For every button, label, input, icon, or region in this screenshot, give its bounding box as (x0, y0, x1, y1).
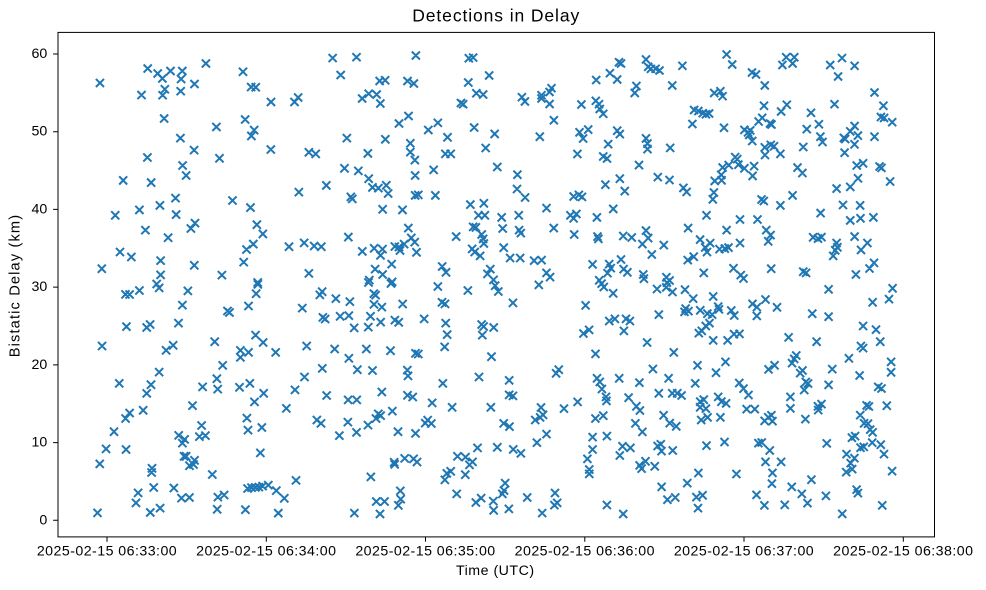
svg-text:30: 30 (32, 279, 48, 295)
svg-text:60: 60 (32, 46, 48, 62)
svg-text:2025-02-15 06:33:00: 2025-02-15 06:33:00 (37, 543, 177, 559)
svg-text:2025-02-15 06:38:00: 2025-02-15 06:38:00 (833, 543, 973, 559)
svg-text:2025-02-15 06:37:00: 2025-02-15 06:37:00 (674, 543, 814, 559)
svg-text:20: 20 (32, 357, 48, 373)
svg-text:Bistatic Delay (km): Bistatic Delay (km) (8, 214, 24, 357)
svg-text:2025-02-15 06:35:00: 2025-02-15 06:35:00 (355, 543, 495, 559)
svg-text:2025-02-15 06:36:00: 2025-02-15 06:36:00 (515, 543, 655, 559)
svg-text:Detections in Delay: Detections in Delay (412, 5, 580, 25)
svg-text:0: 0 (39, 512, 47, 528)
svg-text:50: 50 (32, 124, 48, 140)
svg-text:Time (UTC): Time (UTC) (456, 563, 535, 579)
svg-text:2025-02-15 06:34:00: 2025-02-15 06:34:00 (196, 543, 336, 559)
svg-text:10: 10 (32, 435, 48, 451)
svg-text:40: 40 (32, 201, 48, 217)
